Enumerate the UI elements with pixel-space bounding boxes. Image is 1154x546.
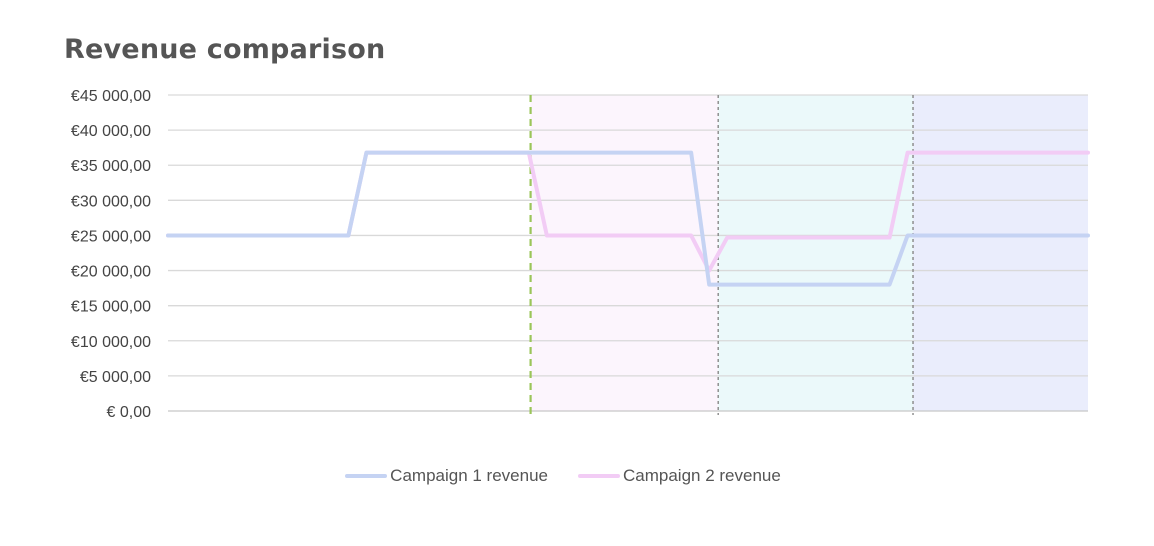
legend-item-campaign-1[interactable]: Campaign 1 revenue — [345, 466, 548, 486]
y-tick-label: €20 000,00 — [71, 264, 151, 281]
shaded-regions — [530, 95, 1088, 411]
y-tick-label: €30 000,00 — [71, 193, 151, 210]
legend-label-campaign-1: Campaign 1 revenue — [390, 466, 548, 485]
legend-label-campaign-2: Campaign 2 revenue — [623, 466, 781, 485]
series-lines — [166, 150, 1090, 287]
y-tick-label: €45 000,00 — [71, 88, 151, 105]
shaded-region-2 — [718, 95, 914, 411]
y-tick-label: €35 000,00 — [71, 158, 151, 175]
shaded-region-3 — [913, 95, 1088, 411]
shaded-region-1 — [530, 95, 719, 411]
y-axis-tick-labels: € 0,00 €5 000,00 €10 000,00 €15 000,00 €20 0… — [71, 88, 151, 421]
legend-item-campaign-2[interactable]: Campaign 2 revenue — [578, 466, 781, 486]
y-tick-label: € 0,00 — [107, 404, 152, 421]
series-line-campaign-1 — [166, 150, 1090, 287]
y-tick-label: €5 000,00 — [80, 369, 151, 386]
legend-swatch-campaign-2 — [578, 474, 620, 478]
y-tick-label: €40 000,00 — [71, 123, 151, 140]
chart-title: Revenue comparison — [64, 34, 386, 65]
y-tick-label: €15 000,00 — [71, 299, 151, 316]
y-tick-label: €25 000,00 — [71, 228, 151, 245]
legend-swatch-campaign-1 — [345, 474, 388, 478]
y-tick-label: €10 000,00 — [71, 334, 151, 351]
vertical-markers — [529, 95, 914, 415]
chart-legend: Campaign 1 revenue Campaign 2 revenue — [0, 466, 1126, 486]
